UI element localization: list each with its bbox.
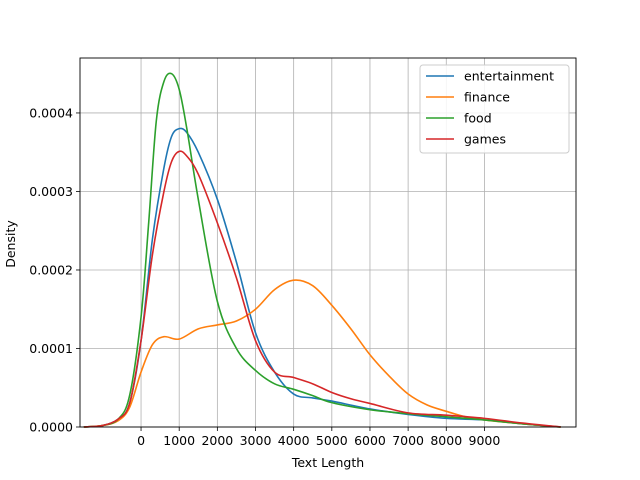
series-line-finance xyxy=(83,279,561,428)
legend: entertainment finance food games xyxy=(419,64,570,154)
x-tick-label: 3000 xyxy=(240,433,272,448)
legend-label-food: food xyxy=(464,111,492,126)
x-axis-title: Text Length xyxy=(291,455,364,470)
x-tick-label: 0 xyxy=(137,433,145,448)
y-tick-label: 0.0004 xyxy=(29,105,73,120)
x-tick-label: 6000 xyxy=(354,433,386,448)
x-tick-label: 9000 xyxy=(469,433,501,448)
x-tick-label: 8000 xyxy=(430,433,462,448)
legend-label-finance: finance xyxy=(464,90,510,105)
y-axis-title: Density xyxy=(3,220,18,268)
series-line-food xyxy=(83,72,561,428)
ticks: 0 1000 2000 3000 4000 5000 6000 7000 8000 9000 0.0… xyxy=(29,105,500,448)
x-tick-label: 2000 xyxy=(201,433,233,448)
legend-label-games: games xyxy=(464,132,506,147)
series-line-games xyxy=(83,150,561,428)
x-tick-label: 5000 xyxy=(316,433,348,448)
series-layer xyxy=(83,72,561,428)
x-tick-label: 4000 xyxy=(278,433,310,448)
legend-box xyxy=(419,64,570,154)
y-tick-label: 0.0002 xyxy=(29,262,73,277)
legend-label-entertainment: entertainment xyxy=(464,69,554,84)
x-tick-label: 7000 xyxy=(392,433,424,448)
x-tick-label: 1000 xyxy=(163,433,195,448)
y-tick-label: 0.0003 xyxy=(29,184,73,199)
y-tick-label: 0.0000 xyxy=(29,420,73,435)
y-tick-label: 0.0001 xyxy=(29,341,73,356)
axes-frame xyxy=(79,57,577,428)
axes xyxy=(79,57,577,428)
